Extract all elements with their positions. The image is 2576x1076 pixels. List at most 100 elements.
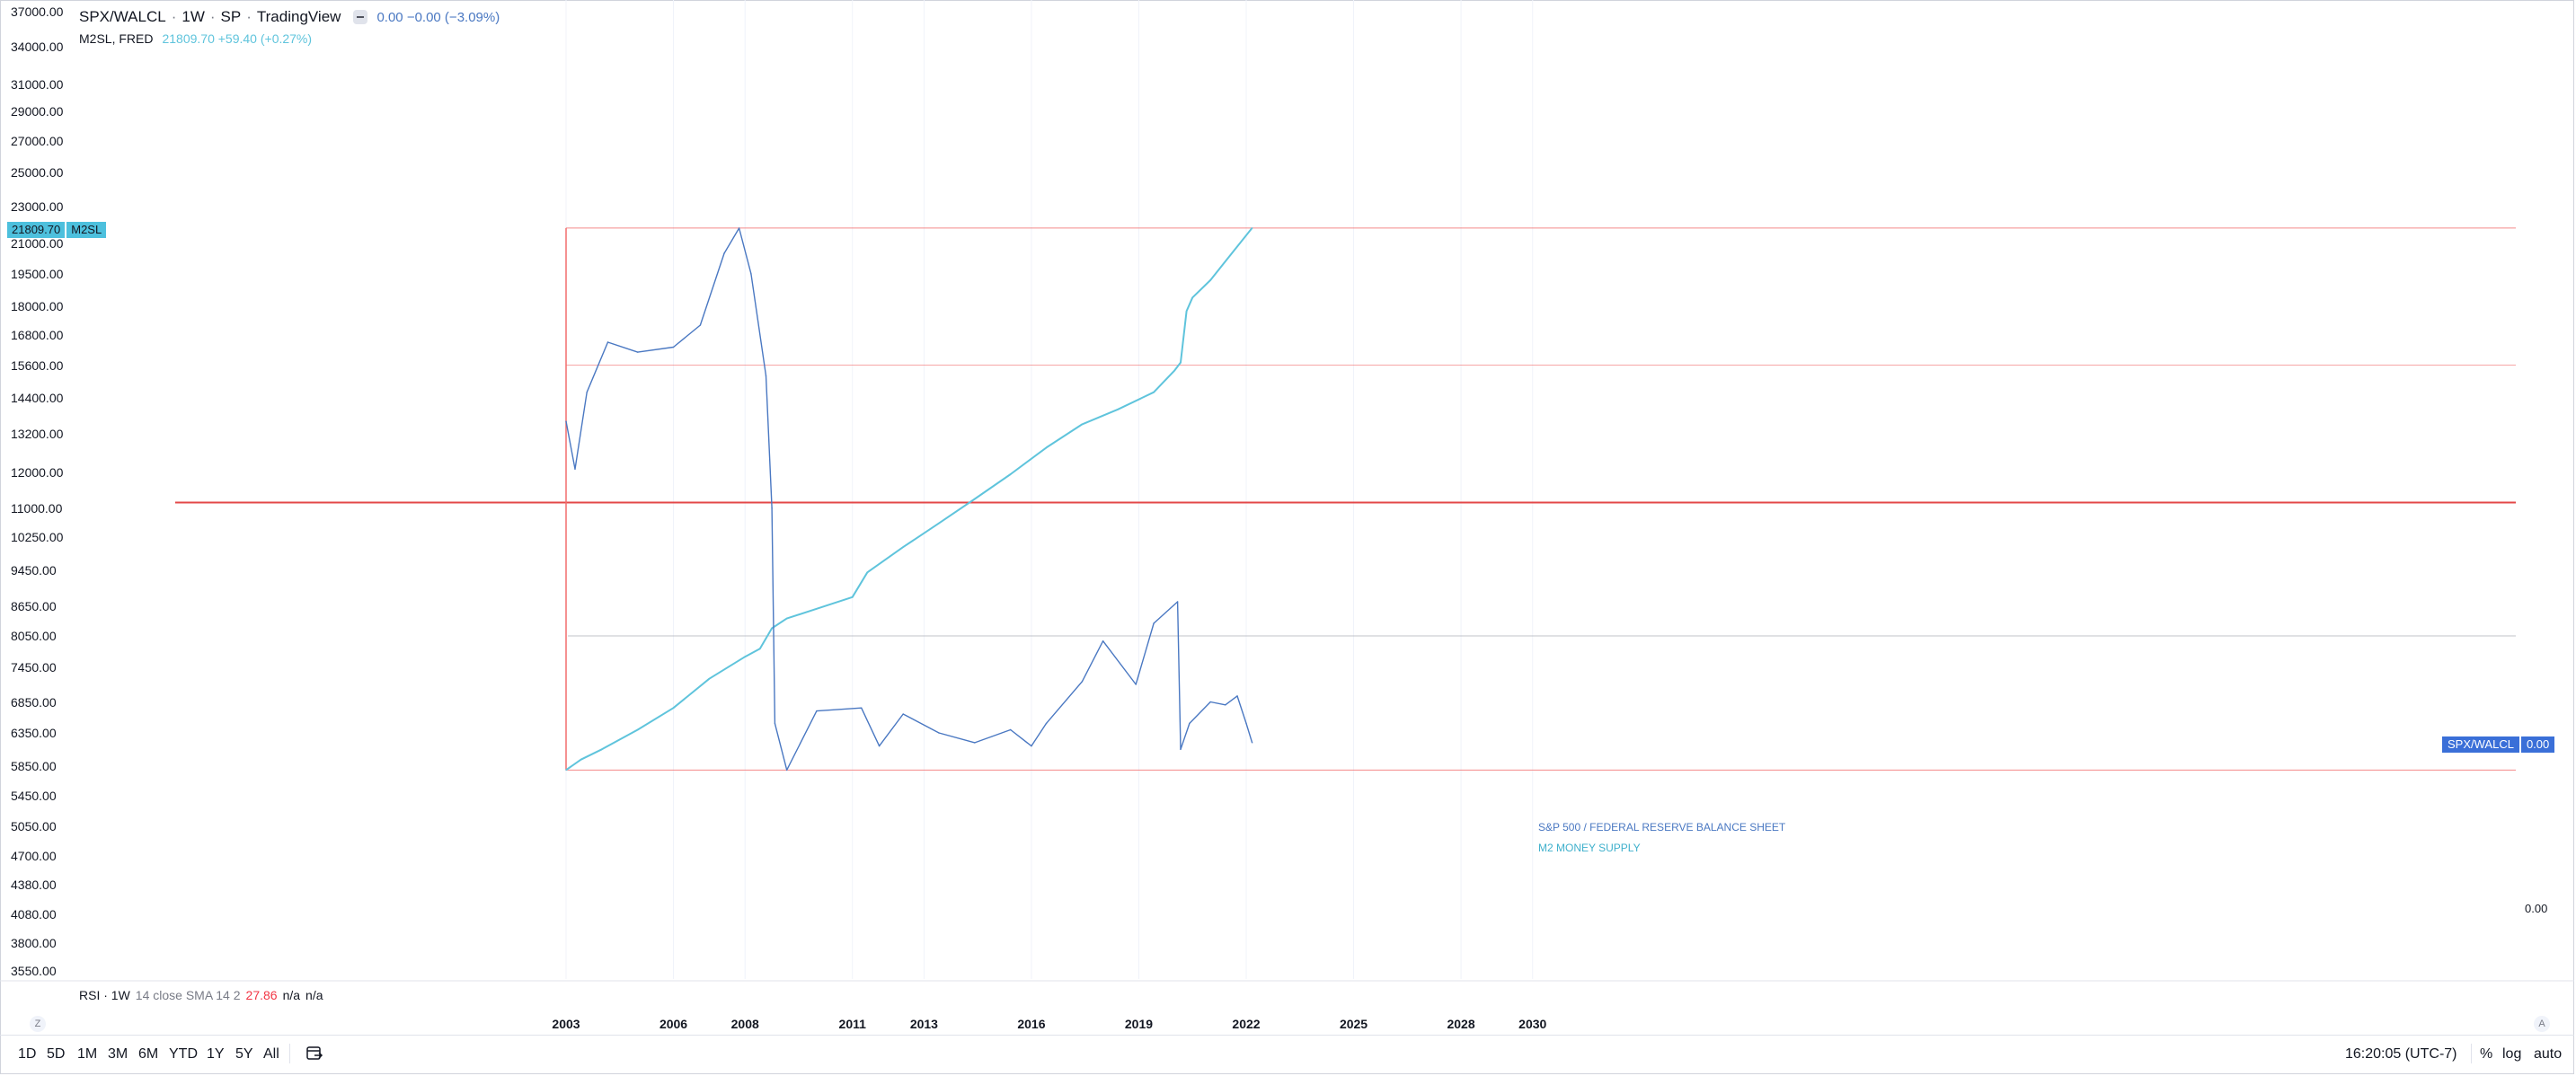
data-point: [1081, 423, 1084, 426]
toolbar-separator: [2471, 1044, 2472, 1063]
y-tick-label: 8650.00: [11, 599, 57, 614]
data-point: [580, 758, 582, 761]
bottom-toolbar: [0, 1035, 2574, 1074]
y-tick-label: 18000.00: [11, 299, 64, 314]
y-tick-label: 34000.00: [11, 39, 64, 54]
x-tick-label: 2013: [909, 1017, 938, 1031]
data-point: [765, 375, 767, 377]
spx-annotation[interactable]: S&P 500 / FEDERAL RESERVE BALANCE SHEET: [1538, 821, 1786, 833]
data-point: [771, 627, 773, 630]
data-point: [672, 346, 675, 348]
x-tick-label: 2019: [1124, 1017, 1154, 1031]
data-point: [785, 769, 788, 772]
data-point: [1224, 704, 1226, 706]
data-point: [601, 748, 603, 751]
y-tick-label: 19500.00: [11, 266, 64, 281]
range-button-1d[interactable]: 1D: [18, 1046, 37, 1062]
interval-label[interactable]: 1W: [181, 8, 205, 25]
data-point: [1135, 684, 1137, 685]
data-point: [1153, 622, 1155, 624]
data-point: [1245, 722, 1247, 725]
auto-scale-toggle[interactable]: auto: [2534, 1046, 2563, 1062]
x-tick-label: 2008: [730, 1017, 759, 1031]
range-button-1y[interactable]: 1Y: [207, 1046, 225, 1062]
data-point: [1185, 310, 1188, 313]
data-point: [938, 732, 940, 734]
data-point: [851, 595, 854, 598]
data-point: [1251, 227, 1253, 229]
range-button-ytd[interactable]: YTD: [169, 1046, 198, 1062]
y-tick-label: 5050.00: [11, 819, 57, 834]
spx-price-tag: SPX/WALCL 0.00: [2442, 736, 2555, 753]
data-point: [1031, 745, 1032, 747]
auto-scale-icon[interactable]: A: [2534, 1016, 2550, 1032]
data-point: [750, 273, 752, 275]
rsi-name[interactable]: RSI · 1W: [79, 988, 130, 1002]
range-button-5y[interactable]: 5Y: [235, 1046, 253, 1062]
y-tick-label: 23000.00: [11, 198, 64, 214]
m2-price-tag: 21809.70 M2SL: [7, 222, 107, 238]
data-point: [1209, 701, 1211, 703]
rsi-value: 27.86: [245, 988, 278, 1002]
source-label: TradingView: [256, 8, 341, 25]
data-point: [1224, 260, 1226, 262]
data-point: [1045, 446, 1048, 449]
data-point: [1180, 748, 1182, 751]
data-point: [1209, 279, 1211, 281]
log-scale-toggle[interactable]: log: [2502, 1046, 2522, 1062]
m2-series-name[interactable]: M2SL, FRED: [79, 31, 154, 46]
percent-scale-toggle[interactable]: %: [2480, 1046, 2493, 1062]
main-series-legend[interactable]: SPX/WALCL · 1W · SP · TradingView 0.00 −…: [79, 7, 500, 27]
calendar-range-icon[interactable]: [305, 1045, 323, 1063]
toolbar-separator: [289, 1044, 290, 1063]
data-point: [1102, 639, 1104, 642]
y-tick-label: 3550.00: [11, 964, 57, 978]
data-point: [1251, 742, 1253, 744]
y-tick-label: 27000.00: [11, 133, 64, 148]
x-tick-label: 2006: [659, 1017, 688, 1031]
legend-dot: ·: [171, 8, 177, 25]
data-point: [565, 769, 567, 772]
data-point: [565, 420, 567, 422]
data-point: [774, 722, 776, 725]
y-tick-label: 6350.00: [11, 726, 57, 741]
m2-price-value: 21809.70: [7, 222, 66, 238]
range-button-5d[interactable]: 5D: [47, 1046, 66, 1062]
collapse-legend-icon[interactable]: [353, 10, 368, 24]
rsi-na-2: n/a: [305, 988, 323, 1002]
y-tick-label: 4380.00: [11, 878, 57, 893]
data-point: [902, 713, 904, 715]
symbol-name[interactable]: SPX/WALCL: [79, 8, 166, 25]
data-point: [878, 745, 881, 747]
clock-timezone[interactable]: 16:20:05 (UTC-7): [2345, 1046, 2457, 1062]
m2-series-legend[interactable]: M2SL, FRED 21809.70 +59.40 (+0.27%): [79, 30, 312, 48]
data-point: [1173, 369, 1176, 372]
range-button-all[interactable]: All: [263, 1046, 279, 1062]
data-point: [860, 707, 863, 710]
data-point: [974, 498, 976, 500]
data-point: [1081, 681, 1084, 683]
data-point: [938, 522, 940, 525]
m2-series-values: 21809.70 +59.40 (+0.27%): [162, 31, 313, 46]
data-point: [1236, 695, 1238, 697]
spx-price-value: 0.00: [2520, 736, 2555, 753]
rsi-na-1: n/a: [282, 988, 301, 1002]
y-tick-label: 7450.00: [11, 660, 57, 675]
range-button-1m[interactable]: 1M: [77, 1046, 98, 1062]
data-point: [606, 341, 609, 343]
data-point: [738, 227, 740, 229]
range-button-6m[interactable]: 6M: [138, 1046, 159, 1062]
x-tick-label: 2016: [1017, 1017, 1046, 1031]
rsi-legend[interactable]: RSI · 1W 14 close SMA 14 2 27.86 n/a n/a: [79, 988, 323, 1002]
y-tick-label: 5850.00: [11, 759, 57, 774]
y-tick-label: 25000.00: [11, 164, 64, 180]
y-tick-label: 21000.00: [11, 236, 64, 251]
range-button-3m[interactable]: 3M: [108, 1046, 128, 1062]
data-point: [1189, 722, 1191, 725]
data-point: [699, 324, 702, 326]
m2-annotation[interactable]: M2 MONEY SUPPLY: [1538, 842, 1641, 854]
y-tick-label: 6850.00: [11, 694, 57, 710]
y-tick-label: 12000.00: [11, 465, 64, 481]
zoom-reset-icon[interactable]: Z: [30, 1016, 46, 1032]
